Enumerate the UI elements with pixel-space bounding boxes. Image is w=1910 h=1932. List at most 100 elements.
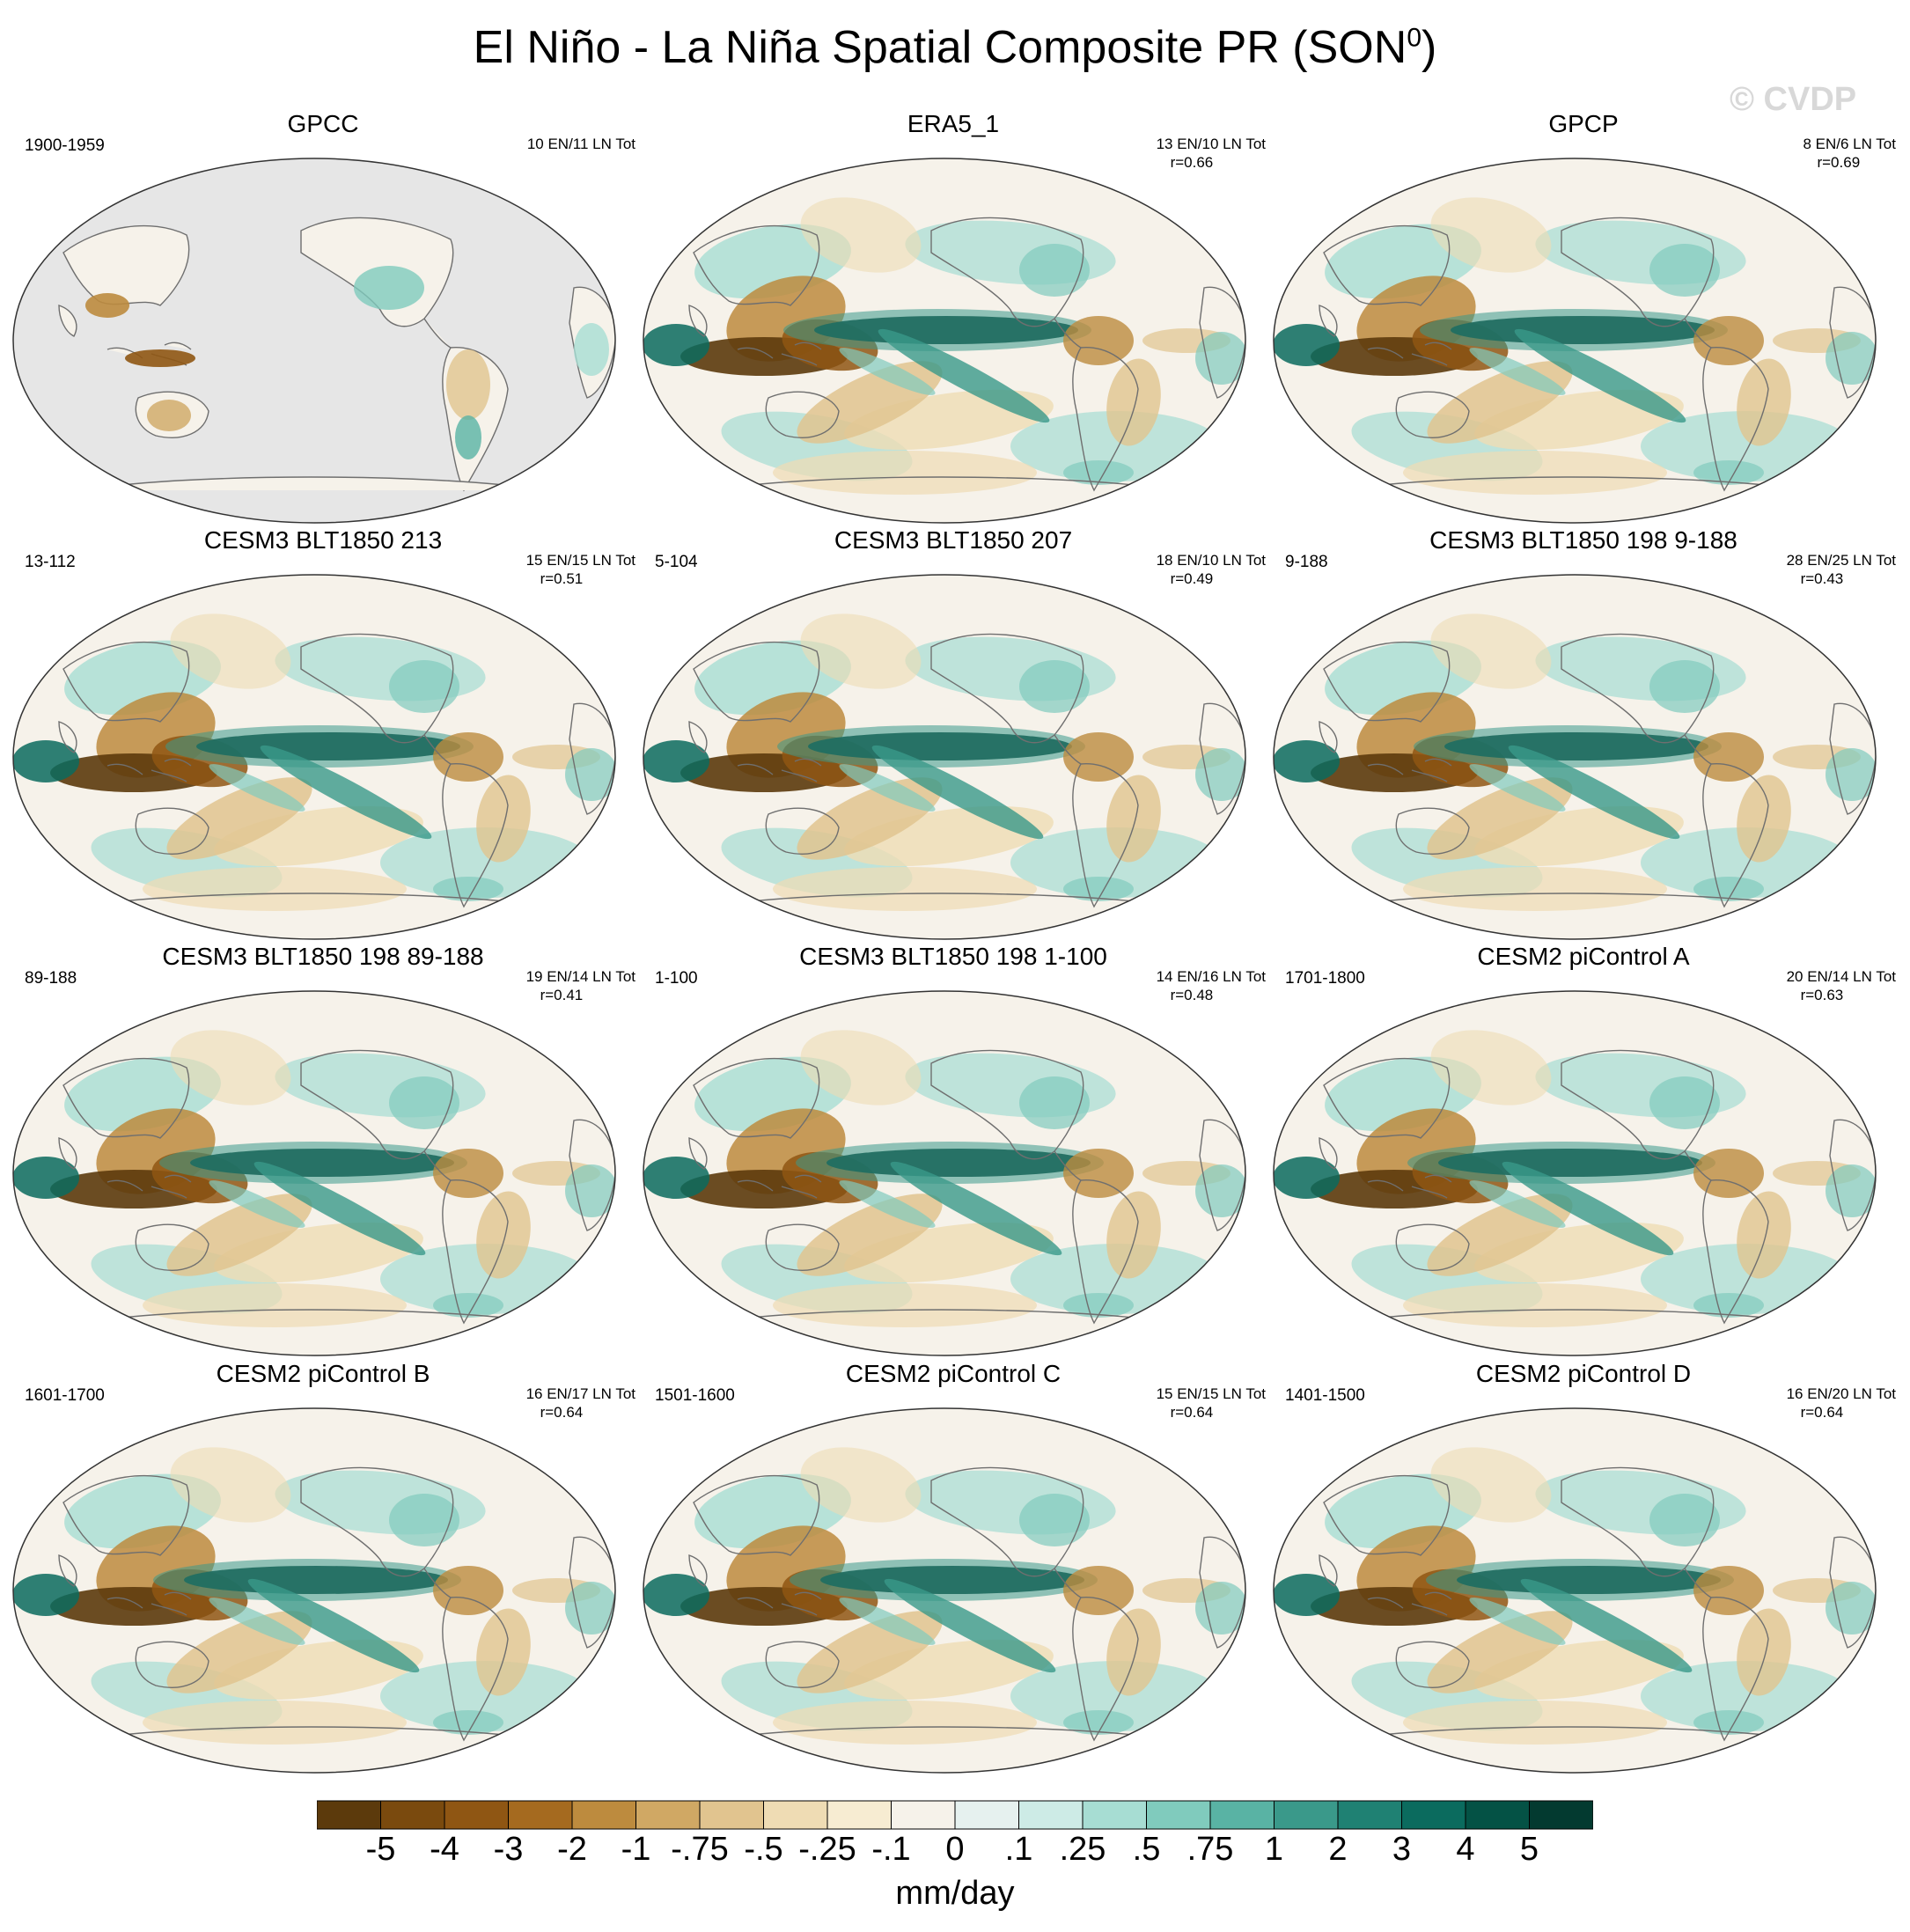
map-panel: ERA5_1 13 EN/10 LN Tot r=0.66 [641, 110, 1266, 524]
panel-period: 13-112 [25, 553, 76, 571]
map-panel: GPCP 8 EN/6 LN Tot r=0.69 [1271, 110, 1896, 524]
panel-event-count: 16 EN/17 LN Tot r=0.64 [526, 1385, 635, 1421]
colorbar-swatch [1146, 1800, 1211, 1830]
event-count-text: 16 EN/17 LN Tot [525, 1385, 635, 1402]
map-panel: CESM2 piControl C 1501-1600 15 EN/15 LN To… [641, 1360, 1266, 1774]
precip-composite-map [643, 1407, 1246, 1774]
pattern-correlation: r=0.64 [1800, 1404, 1844, 1421]
colorbar-swatch [1018, 1800, 1084, 1830]
colorbar-tick-label: 5 [1519, 1831, 1539, 1868]
colorbar-swatch [317, 1800, 381, 1830]
event-count-text: 28 EN/25 LN Tot [1786, 552, 1896, 569]
panel-event-count: 15 EN/15 LN Tot r=0.64 [1157, 1385, 1266, 1421]
precip-composite-map [1273, 574, 1877, 940]
event-count-text: 20 EN/14 LN Tot [1786, 968, 1896, 985]
colorbar-swatch [1529, 1800, 1593, 1830]
panel-title: CESM2 piControl A [1477, 943, 1690, 970]
event-count-text: 15 EN/15 LN Tot [525, 552, 635, 569]
panel-event-count: 14 EN/16 LN Tot r=0.48 [1157, 967, 1266, 1004]
panel-title: CESM2 piControl D [1475, 1360, 1692, 1387]
colorbar-tick-label: 4 [1456, 1831, 1475, 1868]
panel-period: 1-100 [655, 969, 698, 988]
panel-event-count: 15 EN/15 LN Tot r=0.51 [526, 551, 635, 588]
panel-title: CESM2 piControl C [845, 1360, 1062, 1387]
event-count-text: 13 EN/10 LN Tot [1156, 136, 1266, 152]
precip-composite-map [643, 574, 1246, 940]
precip-composite-map [12, 990, 616, 1356]
panel-event-count: 8 EN/6 LN Tot r=0.69 [1803, 135, 1896, 172]
precip-composite-map [643, 990, 1246, 1356]
precip-composite-map [1273, 1407, 1877, 1774]
colorbar-tick-label: -.5 [744, 1831, 783, 1868]
pattern-correlation: r=0.64 [540, 1404, 584, 1421]
colorbar-swatch [1337, 1800, 1402, 1830]
colorbar-tick-label: -.25 [798, 1831, 856, 1868]
panel-event-count: 28 EN/25 LN Tot r=0.43 [1787, 551, 1896, 588]
colorbar-swatch [444, 1800, 509, 1830]
map-panel: CESM3 BLT1850 198 1-100 1-100 14 EN/16 LN … [641, 943, 1266, 1356]
figure-title: El Niño - La Niña Spatial Composite PR (… [0, 21, 1910, 74]
colorbar-swatch [763, 1800, 828, 1830]
panel-period: 1701-1800 [1285, 969, 1365, 988]
pattern-correlation: r=0.41 [540, 987, 584, 1003]
colorbar-tick-label: -1 [621, 1831, 651, 1868]
colorbar-swatch [699, 1800, 764, 1830]
colorbar-swatch [635, 1800, 701, 1830]
map-panel: CESM3 BLT1850 198 9-188 9-188 28 EN/25 LN … [1271, 526, 1896, 940]
colorbar-tick-label: -.1 [871, 1831, 911, 1868]
pattern-correlation: r=0.48 [1170, 987, 1214, 1003]
colorbar-swatch [571, 1800, 636, 1830]
panel-title: GPCC [287, 110, 359, 137]
colorbar-swatch [508, 1800, 573, 1830]
colorbar-swatch [891, 1800, 956, 1830]
pattern-correlation: r=0.66 [1170, 154, 1214, 171]
colorbar-tick-label: 3 [1392, 1831, 1412, 1868]
panel-title: ERA5_1 [907, 110, 1000, 137]
panel-event-count: 20 EN/14 LN Tot r=0.63 [1787, 967, 1896, 1004]
pattern-correlation: r=0.63 [1800, 987, 1844, 1003]
pattern-correlation: r=0.49 [1170, 570, 1214, 587]
panel-period: 1900-1959 [25, 136, 105, 155]
event-count-text: 14 EN/16 LN Tot [1156, 968, 1266, 985]
panel-title: CESM3 BLT1850 207 [834, 526, 1073, 554]
pattern-correlation: r=0.64 [1170, 1404, 1214, 1421]
colorbar-tick-label: -5 [365, 1831, 396, 1868]
colorbar-tick-label: 1 [1264, 1831, 1284, 1868]
colorbar-tick-label: .25 [1059, 1831, 1106, 1868]
pattern-correlation: r=0.69 [1817, 154, 1861, 171]
colorbar-swatch [1465, 1800, 1530, 1830]
map-panel: CESM2 piControl D 1401-1500 16 EN/20 LN To… [1271, 1360, 1896, 1774]
colorbar-tick-label: .1 [1004, 1831, 1033, 1868]
precip-composite-map [643, 158, 1246, 524]
panel-period: 9-188 [1285, 553, 1328, 571]
panel-event-count: 19 EN/14 LN Tot r=0.41 [526, 967, 635, 1004]
event-count-text: 19 EN/14 LN Tot [525, 968, 635, 985]
panel-event-count: 13 EN/10 LN Tot r=0.66 [1157, 135, 1266, 172]
panel-period: 1601-1700 [25, 1386, 105, 1405]
colorbar-swatch [954, 1800, 1019, 1830]
panel-period: 5-104 [655, 553, 698, 571]
title-superscript: 0 [1407, 23, 1421, 53]
panel-period: 1501-1600 [655, 1386, 735, 1405]
event-count-text: 10 EN/11 LN Tot [526, 136, 635, 152]
precip-composite-map [1273, 990, 1877, 1356]
panel-event-count: 10 EN/11 LN Tot [527, 135, 635, 153]
colorbar-units: mm/day [895, 1875, 1015, 1912]
panel-event-count: 18 EN/10 LN Tot r=0.49 [1157, 551, 1266, 588]
colorbar-swatch [1209, 1800, 1275, 1830]
colorbar-tick-label: -4 [430, 1831, 459, 1868]
cvdp-watermark: © CVDP [1730, 81, 1857, 118]
colorbar-tick-label: .5 [1132, 1831, 1161, 1868]
title-end: ) [1421, 22, 1437, 73]
pattern-correlation: r=0.51 [540, 570, 584, 587]
colorbar-swatch [1274, 1800, 1339, 1830]
event-count-text: 18 EN/10 LN Tot [1156, 552, 1266, 569]
pattern-correlation: r=0.43 [1800, 570, 1844, 587]
precip-composite-map [12, 158, 616, 524]
panel-title: CESM3 BLT1850 198 1-100 [799, 943, 1107, 970]
panel-title: CESM3 BLT1850 213 [203, 526, 443, 554]
map-panel: CESM3 BLT1850 198 89-188 89-188 19 EN/14 L… [11, 943, 635, 1356]
colorbar-swatch [826, 1800, 892, 1830]
colorbar-tick-label: -.75 [671, 1831, 729, 1868]
map-panel: CESM3 BLT1850 213 13-112 15 EN/15 LN Tot r=… [11, 526, 635, 940]
